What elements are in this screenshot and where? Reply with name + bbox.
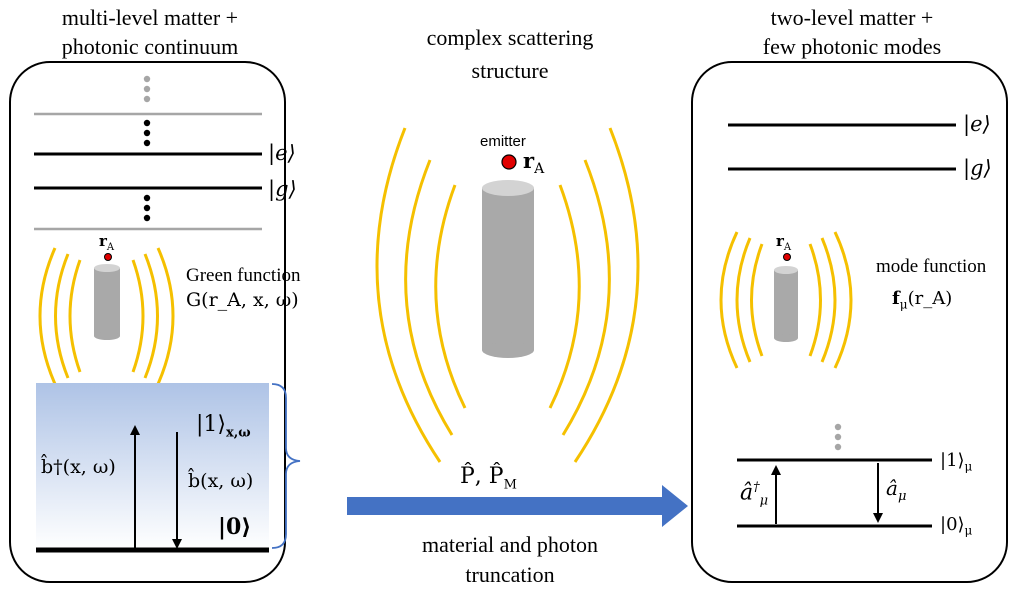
mode-function-expr: fμ(r_A) — [892, 288, 953, 312]
right-emitter-position: rA — [776, 232, 792, 253]
right-creation-operator: â†μ — [740, 480, 769, 509]
right-grey-ellipsis-dots — [834, 423, 842, 451]
left-panel-title-line2: photonic continuum — [61, 34, 239, 59]
center-cylinder — [482, 180, 534, 358]
left-emitter-position: rA — [99, 232, 115, 253]
left-black-ellipsis-dots-lower — [143, 194, 151, 222]
right-panel-title-line2: few photonic modes — [762, 34, 942, 59]
left-wavefronts — [38, 247, 175, 385]
left-black-ellipsis-dots-upper — [143, 119, 151, 147]
green-function-label: Green function — [186, 265, 301, 286]
center-title-line2: structure — [471, 58, 549, 83]
annihilation-operator: b̂(x, ω) — [188, 470, 254, 492]
left-ket-e: |e⟩ — [268, 141, 296, 165]
truncation-arrow — [347, 485, 688, 527]
green-function-expr: G(r_A, x, ω) — [186, 289, 299, 311]
right-panel-title-line1: two-level matter + — [770, 5, 934, 30]
right-ket-e: |e⟩ — [963, 112, 991, 136]
right-wavefronts — [719, 231, 853, 369]
arrow-caption-line1: material and photon — [422, 532, 598, 557]
continuum-region — [36, 383, 269, 549]
mode-function-label: mode function — [876, 256, 987, 277]
center-emitter-position: rA — [523, 148, 545, 178]
right-cylinder — [774, 266, 798, 342]
right-ket-one: |1⟩μ — [940, 450, 973, 474]
center-emitter-label: emitter — [480, 133, 526, 150]
left-ket-one: |1⟩x,ω — [196, 412, 251, 441]
left-ket-zero: |0⟩ — [218, 514, 252, 540]
center-emitter-dot — [501, 154, 517, 170]
arrow-caption-line2: truncation — [465, 562, 555, 587]
right-ket-zero: |0⟩μ — [940, 514, 973, 538]
left-ket-g: |g⟩ — [268, 177, 297, 201]
right-ket-g: |g⟩ — [963, 156, 992, 180]
left-panel-title-line1: multi-level matter + — [61, 5, 239, 30]
center-wavefronts — [375, 127, 640, 463]
left-emitter-dot — [104, 253, 112, 261]
creation-operator: b̂†(x, ω) — [41, 456, 116, 478]
continuum-brace — [271, 383, 301, 549]
right-panel-frame — [691, 61, 1008, 583]
left-cylinder — [94, 264, 120, 340]
projection-operators: P̂, P̂M — [460, 464, 517, 493]
center-title-line1: complex scattering — [426, 25, 594, 50]
left-grey-ellipsis-dots — [143, 75, 151, 103]
left-panel-frame — [9, 61, 286, 583]
right-annihilation-operator: âμ — [886, 476, 907, 504]
right-emitter-dot — [783, 253, 791, 261]
